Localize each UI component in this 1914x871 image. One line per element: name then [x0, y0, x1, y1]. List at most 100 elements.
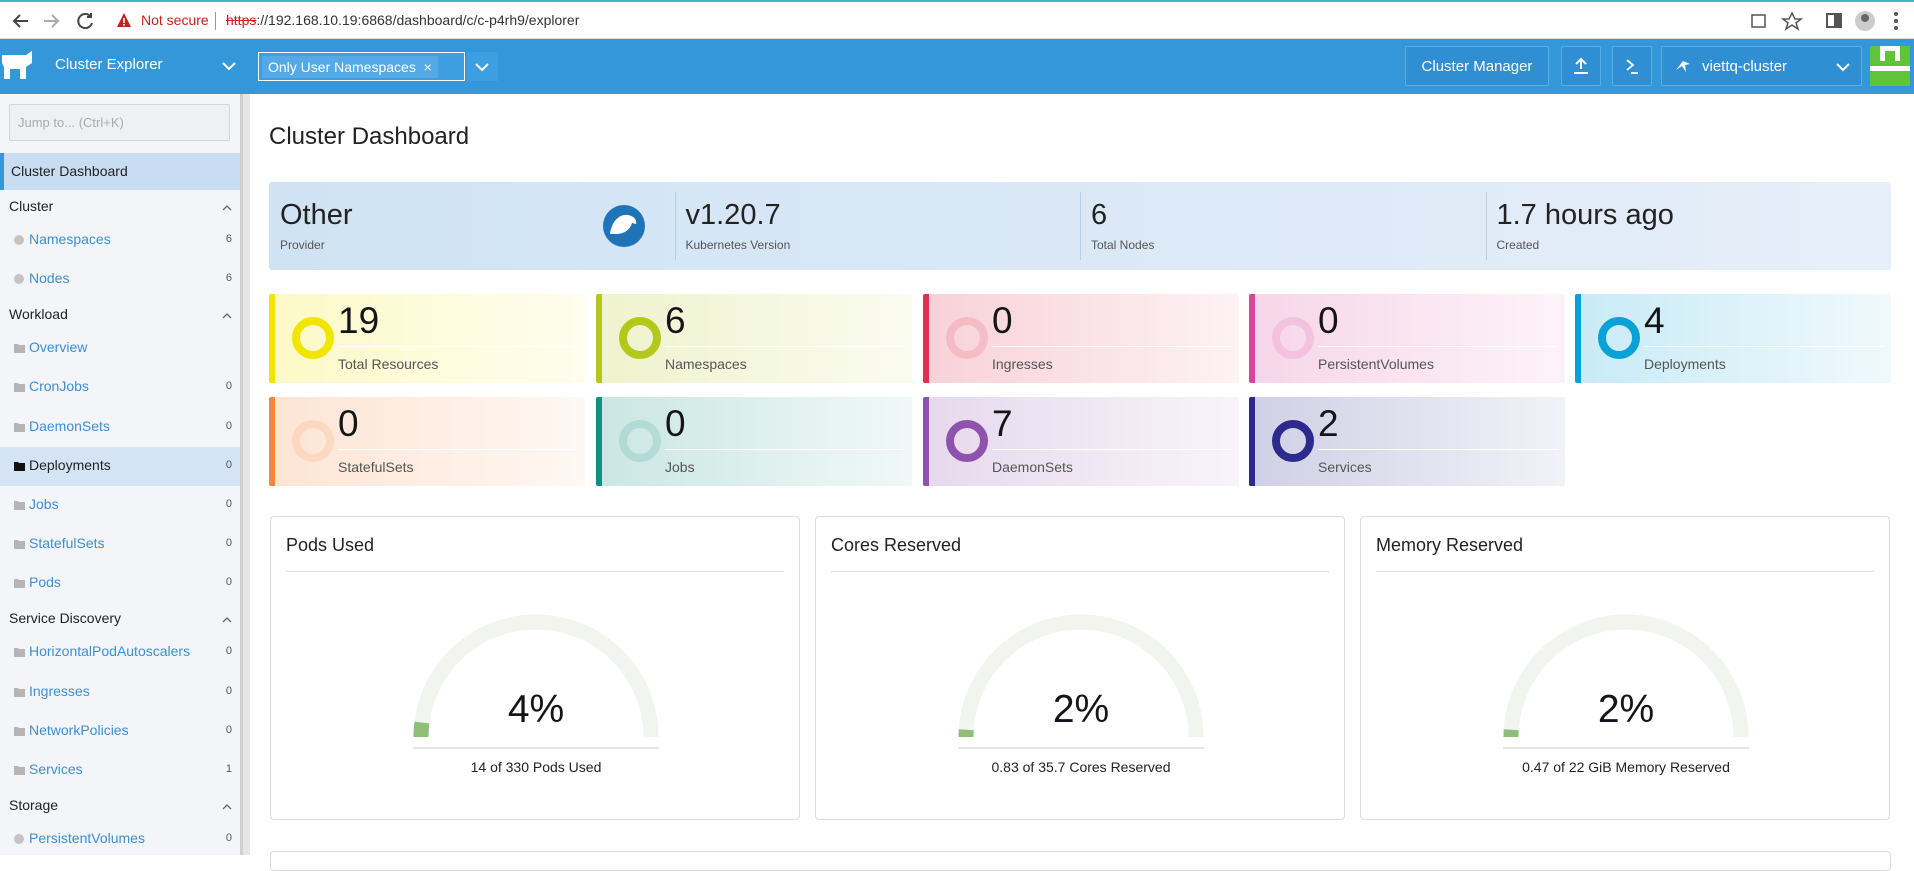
nav-item[interactable]: Deployments [29, 457, 111, 473]
collapse-icon[interactable] [222, 203, 232, 211]
gauge-caption: 0.83 of 35.7 Cores Reserved [816, 759, 1346, 775]
folder-icon [14, 688, 25, 697]
ring [623, 321, 657, 355]
namespace-filter[interactable]: Only User Namespaces × [258, 52, 465, 81]
scrollbar [240, 94, 250, 855]
gauge [1361, 517, 1891, 821]
ring [296, 424, 330, 458]
nav-icon [13, 725, 27, 737]
filter-dropdown[interactable] [467, 52, 498, 81]
tile-count: 6 [665, 300, 686, 342]
tile-count: 2 [1318, 403, 1339, 445]
nav-item[interactable]: HorizontalPodAutoscalers [29, 643, 190, 659]
provider-logo [602, 204, 646, 248]
shell-button[interactable] [1612, 46, 1652, 86]
ring [950, 321, 984, 355]
tile-icon [289, 417, 337, 465]
nav-item[interactable]: Nodes [29, 270, 69, 286]
divider [1486, 192, 1487, 260]
nav-item[interactable]: Namespaces [29, 231, 111, 247]
nav-icons [0, 2, 110, 39]
resource-tile[interactable]: 0 PersistentVolumes [1249, 294, 1565, 383]
nav-item[interactable]: Pods [29, 574, 61, 590]
gauge-percent: 4% [271, 688, 801, 732]
nav-item[interactable]: NetworkPolicies [29, 722, 129, 738]
nav-count: 0 [190, 380, 232, 392]
tile-count: 7 [992, 403, 1013, 445]
summary-label: Total Nodes [1091, 238, 1154, 252]
folder-icon [14, 766, 25, 775]
nav-count: 0 [190, 832, 232, 844]
folder-icon [14, 423, 25, 432]
nav-icon [13, 342, 27, 354]
next-card [270, 851, 1891, 871]
import-button[interactable] [1561, 46, 1601, 86]
collapse-icon[interactable] [222, 615, 232, 623]
nav-group[interactable]: Storage [9, 797, 58, 813]
browser-icons [1745, 8, 1910, 34]
folder-icon [14, 579, 25, 588]
summary-value: 6 [1091, 199, 1107, 232]
resource-tile[interactable]: 19 Total Resources [269, 294, 585, 383]
nav-group[interactable]: Cluster [9, 198, 53, 214]
nav-icon [13, 460, 27, 472]
cluster-select[interactable]: viettq-cluster [1661, 46, 1862, 86]
resource-tile[interactable]: 0 Ingresses [923, 294, 1239, 383]
tile-count: 0 [665, 403, 686, 445]
nav-item[interactable]: Services [29, 761, 83, 777]
nav-item[interactable]: Jobs [29, 496, 59, 512]
nav-item[interactable]: Ingresses [29, 683, 90, 699]
ring [1276, 321, 1310, 355]
cluster-manager-button[interactable]: Cluster Manager [1405, 46, 1549, 86]
tile-line [992, 449, 1232, 450]
logo[interactable] [0, 49, 36, 83]
product-name[interactable]: Cluster Explorer [55, 56, 163, 73]
url[interactable]: https://192.168.10.19:6868/dashboard/c/c… [226, 12, 579, 28]
tile-label: DaemonSets [992, 459, 1073, 475]
tile-count: 0 [1318, 300, 1339, 342]
nav-item[interactable]: CronJobs [29, 378, 89, 394]
search-input[interactable]: Jump to... (Ctrl+K) [9, 104, 230, 141]
app-header: Cluster Explorer Only User Namespaces × … [0, 39, 1914, 94]
nav-icon [13, 538, 27, 550]
nav-item[interactable]: Overview [29, 339, 87, 355]
nav-item[interactable]: DaemonSets [29, 418, 110, 434]
circle-icon [14, 235, 24, 245]
tile-count: 0 [992, 300, 1013, 342]
folder-icon [14, 501, 25, 510]
active-nav[interactable]: Cluster Dashboard [0, 153, 240, 190]
circle-icon [14, 274, 24, 284]
tile-icon [1595, 314, 1643, 362]
folder-icon [14, 648, 25, 657]
collapse-icon[interactable] [222, 802, 232, 810]
nav-icon [13, 646, 27, 658]
tile-icon [943, 417, 991, 465]
nav-count: 0 [190, 576, 232, 588]
tile-line [338, 346, 578, 347]
nav-item[interactable]: StatefulSets [29, 535, 105, 551]
tile-label: PersistentVolumes [1318, 356, 1434, 372]
nav-item[interactable]: PersistentVolumes [29, 830, 145, 846]
nav-group[interactable]: Service Discovery [9, 610, 121, 626]
avatar[interactable] [1870, 46, 1910, 86]
nav-count: 1 [190, 763, 232, 775]
chevron [223, 206, 231, 210]
chevron[interactable] [220, 59, 238, 73]
resource-tile[interactable]: 7 DaemonSets [923, 397, 1239, 486]
nav-group[interactable]: Workload [9, 306, 68, 322]
gauge [816, 517, 1346, 821]
tile-count: 19 [338, 300, 379, 342]
tile-label: Total Resources [338, 356, 438, 372]
collapse-icon[interactable] [222, 311, 232, 319]
chevron [223, 314, 231, 318]
nav-icon [13, 764, 27, 776]
tile-label: Ingresses [992, 356, 1053, 372]
nav-count: 0 [190, 459, 232, 471]
